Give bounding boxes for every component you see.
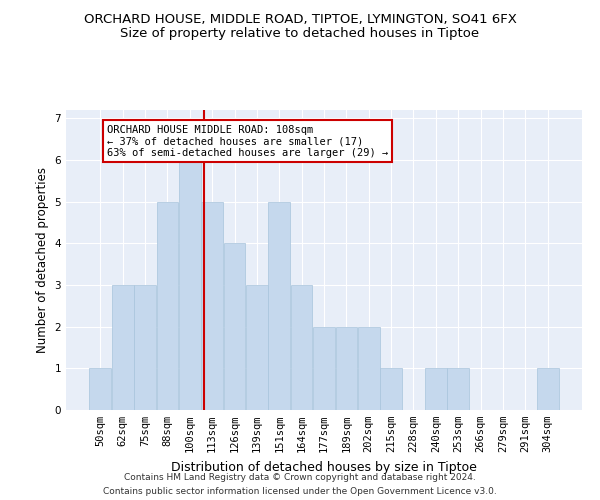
Text: Contains public sector information licensed under the Open Government Licence v3: Contains public sector information licen…: [103, 486, 497, 496]
Bar: [380, 368, 402, 410]
Bar: [224, 244, 245, 410]
Bar: [358, 326, 380, 410]
Bar: [134, 285, 156, 410]
Text: ORCHARD HOUSE MIDDLE ROAD: 108sqm
← 37% of detached houses are smaller (17)
63% : ORCHARD HOUSE MIDDLE ROAD: 108sqm ← 37% …: [107, 124, 388, 158]
Bar: [202, 202, 223, 410]
Bar: [425, 368, 446, 410]
Bar: [89, 368, 111, 410]
X-axis label: Distribution of detached houses by size in Tiptoe: Distribution of detached houses by size …: [171, 460, 477, 473]
Bar: [448, 368, 469, 410]
Bar: [291, 285, 313, 410]
Text: ORCHARD HOUSE, MIDDLE ROAD, TIPTOE, LYMINGTON, SO41 6FX: ORCHARD HOUSE, MIDDLE ROAD, TIPTOE, LYMI…: [83, 12, 517, 26]
Bar: [246, 285, 268, 410]
Bar: [157, 202, 178, 410]
Bar: [179, 160, 200, 410]
Bar: [112, 285, 134, 410]
Bar: [268, 202, 290, 410]
Text: Size of property relative to detached houses in Tiptoe: Size of property relative to detached ho…: [121, 28, 479, 40]
Y-axis label: Number of detached properties: Number of detached properties: [36, 167, 49, 353]
Text: Contains HM Land Registry data © Crown copyright and database right 2024.: Contains HM Land Registry data © Crown c…: [124, 473, 476, 482]
Bar: [335, 326, 357, 410]
Bar: [313, 326, 335, 410]
Bar: [537, 368, 559, 410]
